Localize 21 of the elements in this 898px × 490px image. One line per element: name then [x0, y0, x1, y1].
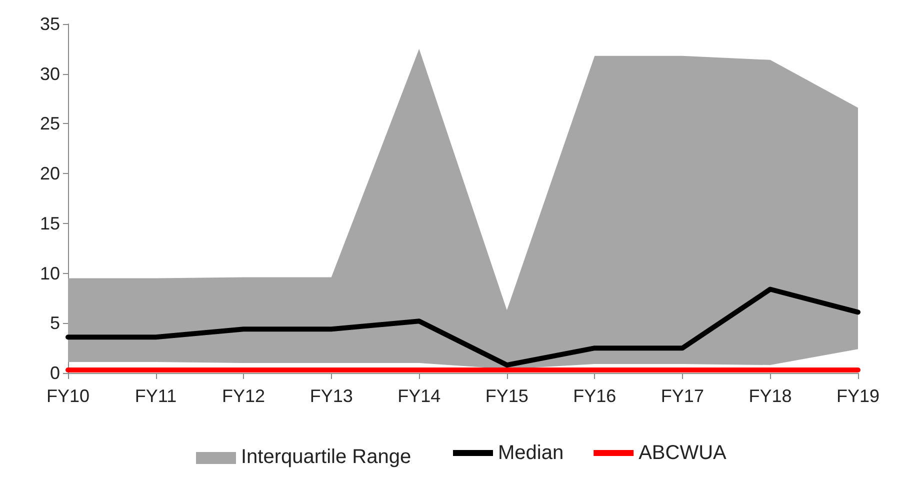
- x-tick-label: FY11: [134, 386, 177, 406]
- x-tick-label: FY15: [485, 386, 528, 406]
- x-tick-label: FY13: [310, 386, 353, 406]
- y-tick-label: 5: [50, 313, 60, 334]
- x-tick-label: FY18: [748, 386, 792, 406]
- x-tick-label: FY16: [573, 386, 616, 406]
- y-tick-label: 0: [50, 363, 60, 383]
- x-tick-label: FY19: [836, 386, 880, 406]
- legend-label: Median: [498, 442, 564, 464]
- y-tick-label: 30: [40, 64, 60, 84]
- x-tick-label: FY17: [660, 386, 704, 406]
- y-tick-label: 15: [40, 213, 60, 234]
- text: Interquartile Range: [241, 446, 412, 469]
- legend-label: ABCWUA: [638, 442, 728, 464]
- y-tick-label: 25: [40, 114, 60, 134]
- y-tick-label: 10: [40, 263, 60, 284]
- y-tick-label: 20: [40, 164, 60, 184]
- x-tick-label: FY14: [398, 386, 441, 406]
- y-tick-label: 35: [40, 14, 60, 34]
- x-tick-label: FY10: [46, 386, 90, 406]
- x-tick-label: FY12: [222, 386, 266, 406]
